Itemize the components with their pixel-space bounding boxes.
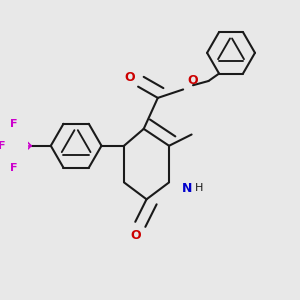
Text: H: H — [194, 183, 203, 193]
Text: N: N — [182, 182, 192, 194]
Text: O: O — [130, 229, 141, 242]
Text: O: O — [188, 74, 198, 87]
Text: F: F — [11, 163, 18, 173]
Text: O: O — [125, 71, 135, 84]
Text: F: F — [0, 141, 6, 151]
Text: F: F — [11, 119, 18, 129]
